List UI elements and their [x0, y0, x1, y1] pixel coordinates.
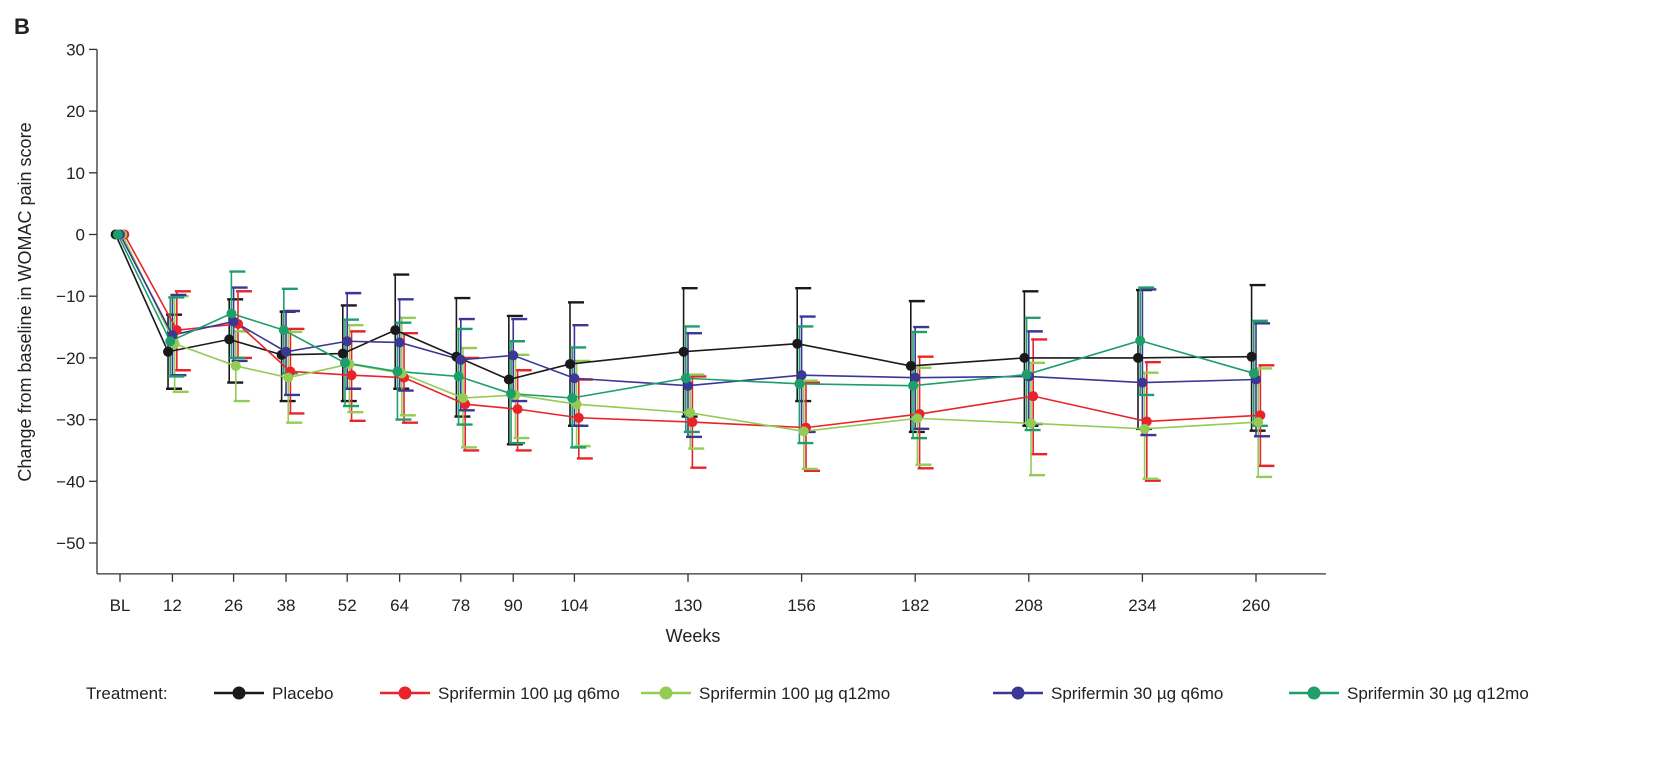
x-tick-label: 26: [224, 596, 243, 615]
legend-marker: [1307, 686, 1321, 700]
data-point: [1135, 335, 1146, 346]
data-point: [224, 334, 235, 345]
data-point: [278, 325, 289, 336]
data-point: [390, 325, 401, 336]
data-point: [796, 370, 807, 381]
data-point: [163, 346, 174, 357]
axis-labels: Weeks Change from baseline in WOMAC pain…: [15, 122, 720, 646]
data-point: [1139, 423, 1150, 434]
legend-marker: [659, 686, 673, 700]
data-point: [455, 354, 466, 365]
legend-marker: [1011, 686, 1025, 700]
data-point: [342, 336, 353, 347]
x-tick-label: 208: [1015, 596, 1043, 615]
data-point: [340, 357, 350, 368]
data-point: [458, 393, 468, 404]
axes: 30 20 10 0 −10 −20 −30 −40 −50 BL 12 26 38 52 64 78 90 10…: [56, 40, 1326, 615]
panel-label: B: [14, 14, 30, 39]
data-point: [687, 417, 698, 428]
data-point: [573, 412, 584, 423]
data-point: [1137, 377, 1148, 388]
y-axis-title: Change from baseline in WOMAC pain score: [15, 122, 35, 481]
x-tick-label: 260: [1242, 596, 1270, 615]
x-tick-label: 90: [504, 596, 523, 615]
data-point: [569, 373, 580, 384]
data-point: [508, 350, 519, 361]
legend-label: Sprifermin 100 µg q12mo: [699, 684, 890, 703]
data-point: [453, 371, 464, 382]
legend-marker: [232, 686, 246, 700]
x-tick-label: 156: [787, 596, 815, 615]
data-point: [392, 366, 403, 377]
data-point: [346, 370, 357, 381]
data-point: [230, 360, 241, 371]
data-point: [565, 359, 575, 370]
data-point: [912, 413, 923, 424]
legend-label: Placebo: [272, 684, 333, 703]
legend-label: Sprifermin 100 µg q6mo: [438, 684, 620, 703]
data-point: [112, 229, 123, 240]
data-point: [1253, 417, 1264, 428]
y-tick-label: 10: [66, 164, 85, 183]
legend-title: Treatment:: [86, 684, 168, 703]
x-tick-label: 104: [560, 596, 588, 615]
y-tick-label: −40: [56, 472, 85, 491]
x-tick-label: 182: [901, 596, 929, 615]
legend-marker: [398, 686, 412, 700]
data-point: [794, 378, 805, 389]
data-point: [798, 426, 809, 437]
data-point: [1028, 391, 1039, 402]
y-tick-label: 0: [76, 226, 85, 245]
data-point: [503, 374, 514, 385]
y-tick-label: −30: [56, 411, 85, 430]
x-tick-label: 38: [277, 596, 296, 615]
data-point: [1133, 352, 1143, 363]
data-point: [228, 316, 239, 327]
x-tick-label: 78: [451, 596, 470, 615]
x-tick-label: BL: [110, 596, 131, 615]
y-tick-label: −20: [56, 349, 85, 368]
data-point: [685, 407, 696, 418]
data-point: [910, 372, 921, 383]
data-point: [678, 346, 689, 357]
error-bars: [166, 270, 1275, 482]
data-point: [394, 337, 405, 348]
data-point: [680, 373, 691, 384]
data-point: [1246, 351, 1257, 362]
data-point: [1248, 368, 1259, 379]
data-point: [512, 404, 523, 415]
data-point: [1026, 418, 1036, 429]
data-point: [506, 388, 517, 399]
data-point: [792, 338, 803, 349]
x-tick-label: 12: [163, 596, 182, 615]
legend-label: Sprifermin 30 µg q6mo: [1051, 684, 1223, 703]
data-point: [908, 380, 918, 391]
y-tick-label: −10: [56, 287, 85, 306]
data-point: [283, 372, 294, 383]
data-point: [567, 393, 578, 404]
legend: Treatment: Placebo Sprifermin 100 µg q6mo…: [86, 684, 1529, 703]
data-point: [905, 360, 916, 371]
data-points: [110, 229, 1266, 437]
data-point: [165, 336, 176, 347]
x-tick-label: 234: [1128, 596, 1156, 615]
x-tick-label: 130: [674, 596, 702, 615]
legend-label: Sprifermin 30 µg q12mo: [1347, 684, 1529, 703]
y-tick-label: 30: [66, 40, 85, 59]
y-tick-label: 20: [66, 102, 85, 121]
data-point: [1021, 369, 1032, 380]
x-tick-label: 52: [338, 596, 357, 615]
data-point: [226, 308, 237, 319]
data-point: [1019, 352, 1030, 363]
x-tick-label: 64: [390, 596, 409, 615]
x-axis-title: Weeks: [666, 626, 721, 646]
data-point: [281, 346, 292, 357]
y-tick-label: −50: [56, 534, 85, 553]
data-point: [337, 348, 348, 359]
